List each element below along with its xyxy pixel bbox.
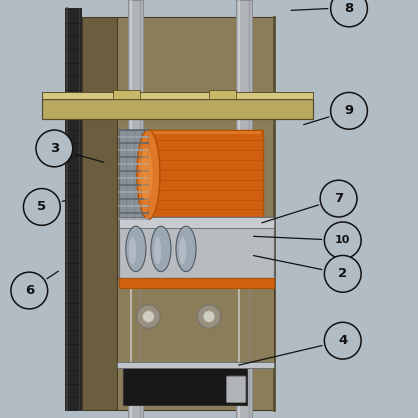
Ellipse shape	[137, 130, 160, 219]
Circle shape	[137, 305, 160, 328]
FancyBboxPatch shape	[117, 278, 274, 364]
Circle shape	[331, 0, 367, 27]
Ellipse shape	[176, 226, 196, 272]
FancyBboxPatch shape	[65, 8, 81, 410]
Ellipse shape	[140, 148, 153, 201]
Ellipse shape	[151, 226, 171, 272]
Circle shape	[324, 222, 361, 259]
FancyBboxPatch shape	[119, 278, 274, 288]
FancyBboxPatch shape	[42, 99, 314, 119]
FancyBboxPatch shape	[82, 17, 117, 410]
Text: 8: 8	[344, 2, 354, 15]
Ellipse shape	[154, 237, 161, 264]
Circle shape	[331, 92, 367, 129]
Text: 9: 9	[344, 104, 354, 117]
Circle shape	[143, 311, 154, 322]
FancyBboxPatch shape	[127, 0, 143, 418]
Text: 3: 3	[50, 142, 59, 155]
Text: 2: 2	[338, 268, 347, 280]
Circle shape	[197, 305, 221, 328]
Ellipse shape	[126, 226, 146, 272]
Text: 7: 7	[334, 192, 343, 205]
Circle shape	[324, 255, 361, 292]
Circle shape	[36, 130, 73, 167]
Text: 10: 10	[335, 235, 350, 245]
FancyBboxPatch shape	[119, 217, 274, 228]
Circle shape	[320, 180, 357, 217]
FancyBboxPatch shape	[209, 90, 236, 99]
FancyBboxPatch shape	[119, 217, 274, 278]
FancyBboxPatch shape	[236, 0, 252, 418]
FancyBboxPatch shape	[148, 130, 263, 219]
Text: 4: 4	[338, 334, 347, 347]
Circle shape	[324, 322, 361, 359]
Text: 6: 6	[25, 284, 34, 297]
Circle shape	[203, 311, 215, 322]
Ellipse shape	[129, 237, 136, 264]
Text: 5: 5	[37, 201, 46, 214]
FancyBboxPatch shape	[227, 376, 246, 403]
FancyBboxPatch shape	[113, 90, 140, 99]
Circle shape	[23, 189, 60, 225]
FancyBboxPatch shape	[117, 17, 274, 410]
FancyBboxPatch shape	[117, 362, 274, 368]
Circle shape	[11, 272, 48, 309]
FancyBboxPatch shape	[42, 92, 314, 99]
FancyBboxPatch shape	[119, 130, 148, 219]
FancyBboxPatch shape	[123, 366, 247, 405]
Ellipse shape	[179, 237, 186, 264]
